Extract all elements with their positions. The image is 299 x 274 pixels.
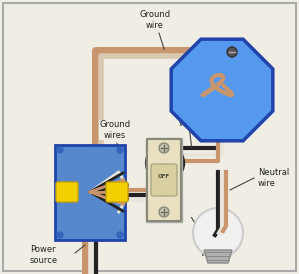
Circle shape: [193, 208, 243, 258]
Polygon shape: [171, 39, 273, 141]
FancyBboxPatch shape: [147, 139, 181, 221]
Circle shape: [57, 232, 63, 238]
Text: Hot
wire: Hot wire: [191, 217, 219, 258]
Polygon shape: [204, 250, 232, 263]
Text: Ground
wires: Ground wires: [100, 120, 131, 162]
Circle shape: [159, 143, 169, 153]
FancyBboxPatch shape: [151, 164, 177, 196]
FancyBboxPatch shape: [106, 182, 128, 202]
Text: Ground
wire: Ground wire: [139, 10, 170, 49]
Text: Neutral
wire: Neutral wire: [258, 168, 289, 188]
Text: Hot
wire: Hot wire: [179, 108, 197, 147]
FancyBboxPatch shape: [56, 182, 78, 202]
Circle shape: [117, 147, 123, 153]
Circle shape: [159, 207, 169, 217]
Circle shape: [57, 147, 63, 153]
Bar: [55, 145, 125, 240]
Circle shape: [117, 232, 123, 238]
Text: Power
source: Power source: [30, 245, 58, 265]
Bar: [146, 138, 182, 222]
Circle shape: [227, 47, 237, 57]
Text: OFF: OFF: [158, 175, 170, 179]
